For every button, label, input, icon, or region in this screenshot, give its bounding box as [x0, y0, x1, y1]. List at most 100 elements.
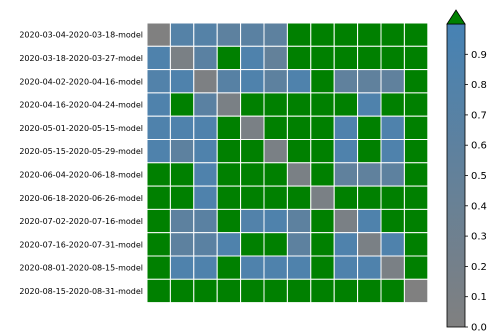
heatmap-cell [146, 278, 171, 304]
heatmap-cells [146, 22, 429, 304]
colorbar-gradient [446, 23, 466, 328]
row-label: 2020-04-02-2020-04-16-model [19, 77, 143, 86]
heatmap-cell [240, 45, 265, 71]
row-label: 2020-07-02-2020-07-16-model [19, 217, 143, 226]
colorbar-tick-label: 0.6 [471, 141, 487, 152]
heatmap-cell [240, 22, 265, 47]
row-label: 2020-08-15-2020-08-31-model [19, 287, 143, 296]
heatmap-cell [380, 162, 405, 187]
heatmap-cell [193, 45, 218, 71]
heatmap-cell [286, 185, 312, 210]
heatmap-cell [263, 45, 288, 71]
heatmap-cell [263, 185, 288, 210]
heatmap-cell [240, 115, 265, 140]
heatmap-cell [146, 255, 171, 280]
heatmap-cell [193, 69, 218, 94]
heatmap-cell [380, 185, 405, 210]
colorbar-tick-label: 0.2 [471, 262, 487, 273]
heatmap-cell [380, 69, 405, 94]
heatmap-cell [216, 255, 242, 280]
heatmap-cell [357, 69, 382, 94]
heatmap-cell [403, 185, 429, 210]
heatmap-cell [403, 208, 429, 234]
heatmap-cell [193, 139, 218, 164]
heatmap-cell [263, 139, 288, 164]
heatmap-cell [333, 185, 359, 210]
colorbar-tick-label: 0.3 [471, 232, 487, 243]
row-label: 2020-06-18-2020-06-26-model [19, 194, 143, 203]
heatmap-cell [357, 278, 382, 304]
heatmap-cell [146, 69, 171, 94]
heatmap-cell [357, 45, 382, 71]
heatmap-cell [286, 139, 312, 164]
heatmap-cell [169, 22, 195, 47]
colorbar-tick-label: 0.0 [471, 323, 487, 334]
heatmap-cell [333, 255, 359, 280]
heatmap-cell [310, 208, 335, 234]
heatmap-cell [286, 69, 312, 94]
heatmap-cell [357, 22, 382, 47]
heatmap-cell [403, 22, 429, 47]
heatmap-cell [403, 115, 429, 140]
heatmap-cell [169, 232, 195, 257]
heatmap-cell [286, 92, 312, 117]
row-label: 2020-03-18-2020-03-27-model [19, 54, 143, 63]
heatmap-cell [169, 92, 195, 117]
heatmap-cell [333, 45, 359, 71]
row-label: 2020-05-01-2020-05-15-model [19, 124, 143, 133]
colorbar-tick-label: 0.1 [471, 292, 487, 303]
heatmap-cell [146, 115, 171, 140]
heatmap-cell [263, 69, 288, 94]
heatmap-cell [240, 139, 265, 164]
heatmap-cell [403, 255, 429, 280]
heatmap-cell [286, 232, 312, 257]
row-label: 2020-05-15-2020-05-29-model [19, 147, 143, 156]
heatmap-cell [380, 92, 405, 117]
heatmap-cell [357, 185, 382, 210]
heatmap-cell [310, 115, 335, 140]
heatmap-cell [380, 278, 405, 304]
heatmap-cell [193, 278, 218, 304]
heatmap-cell [403, 45, 429, 71]
colorbar-tick-label: 0.9 [471, 50, 487, 61]
heatmap-cell [286, 45, 312, 71]
heatmap-cell [263, 255, 288, 280]
heatmap-cell [403, 69, 429, 94]
heatmap-cell [216, 22, 242, 47]
heatmap-cell [310, 185, 335, 210]
row-label: 2020-08-01-2020-08-15-model [19, 264, 143, 273]
colorbar-extend-arrow [446, 9, 466, 25]
heatmap-cell [146, 162, 171, 187]
heatmap-cell [169, 208, 195, 234]
heatmap-cell [357, 162, 382, 187]
heatmap-cell [403, 278, 429, 304]
heatmap-cell [263, 115, 288, 140]
row-label: 2020-04-16-2020-04-24-model [19, 101, 143, 110]
heatmap-cell [240, 208, 265, 234]
heatmap-cell [263, 208, 288, 234]
heatmap-cell [193, 22, 218, 47]
heatmap-cell [146, 185, 171, 210]
heatmap-cell [310, 278, 335, 304]
heatmap-cell [380, 232, 405, 257]
heatmap-cell [357, 255, 382, 280]
heatmap-cell [216, 208, 242, 234]
heatmap-cell [216, 115, 242, 140]
heatmap-cell [193, 255, 218, 280]
heatmap-cell [263, 232, 288, 257]
heatmap-cell [286, 278, 312, 304]
heatmap-cell [216, 92, 242, 117]
heatmap-cell [216, 185, 242, 210]
heatmap-cell [403, 232, 429, 257]
heatmap-cell [357, 115, 382, 140]
heatmap-cell [380, 115, 405, 140]
heatmap-cell [216, 278, 242, 304]
heatmap-cell [333, 22, 359, 47]
heatmap-cell [169, 69, 195, 94]
heatmap-cell [380, 139, 405, 164]
heatmap-cell [333, 162, 359, 187]
heatmap-cell [169, 115, 195, 140]
heatmap-cell [333, 208, 359, 234]
heatmap-cell [146, 232, 171, 257]
